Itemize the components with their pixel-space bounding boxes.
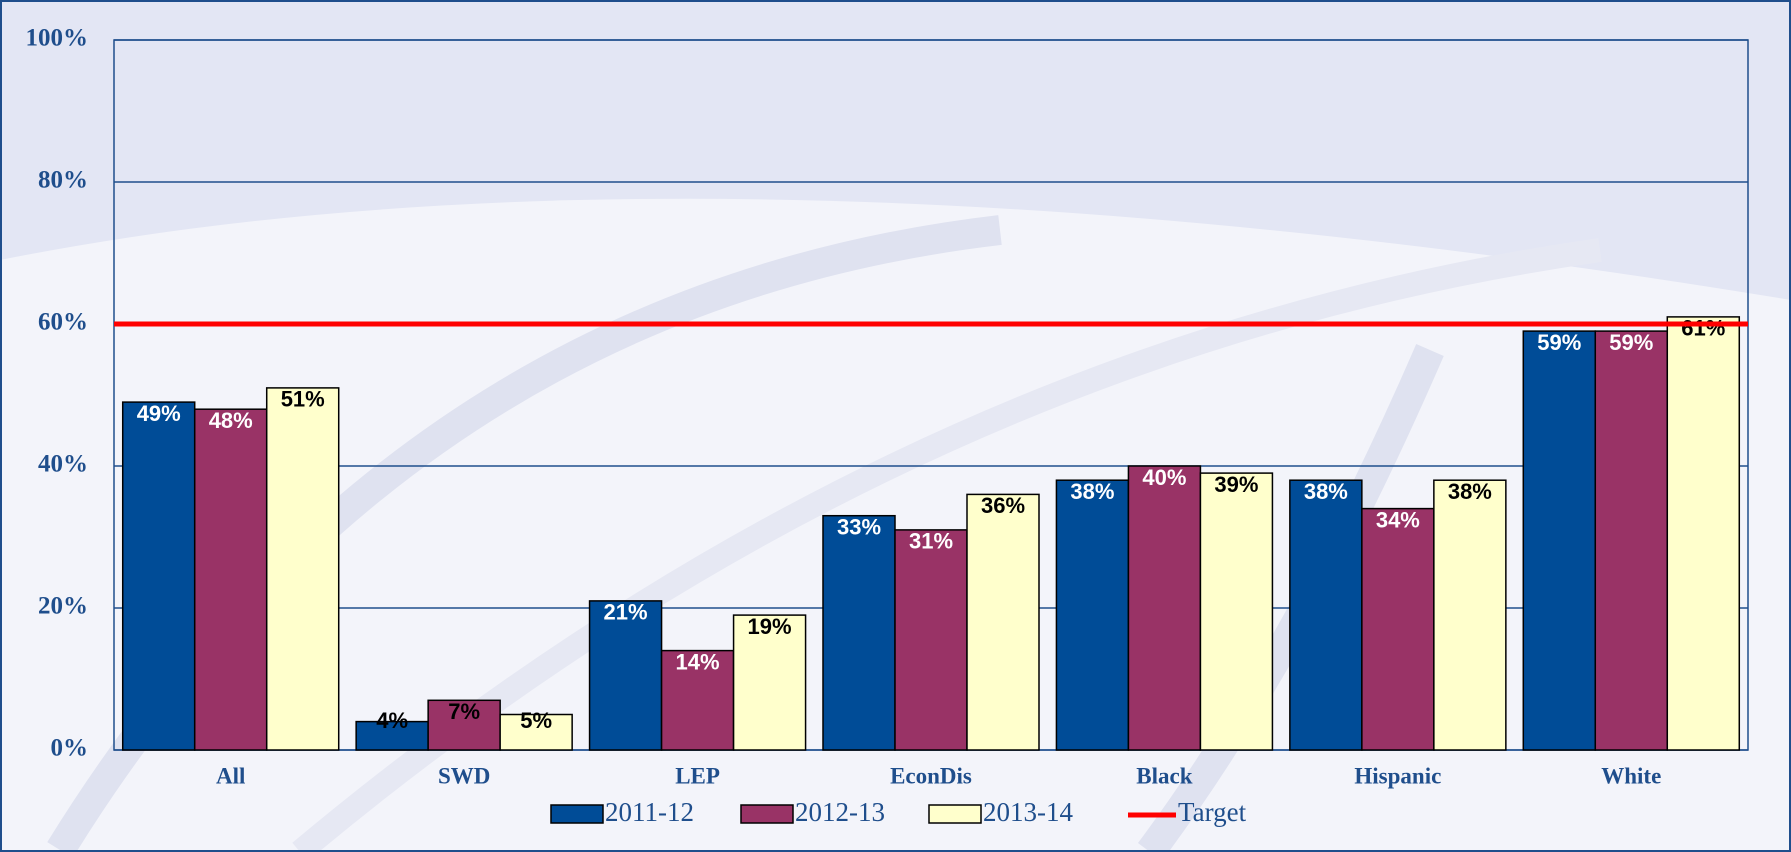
value-label: 4%	[376, 708, 408, 733]
bar	[123, 402, 195, 750]
value-label: 19%	[748, 614, 792, 639]
bar	[1200, 473, 1272, 750]
value-label: 61%	[1681, 316, 1725, 341]
y-tick-label: 0%	[51, 735, 89, 762]
value-label: 38%	[1070, 479, 1114, 504]
value-label: 36%	[981, 493, 1025, 518]
x-tick-label: Hispanic	[1354, 763, 1441, 788]
value-label: 48%	[209, 408, 253, 433]
y-tick-label: 20%	[38, 593, 88, 620]
bar	[1056, 480, 1128, 750]
legend-label: 2011-12	[605, 797, 694, 827]
bar	[1128, 466, 1200, 750]
bar	[1362, 509, 1434, 750]
bar	[1434, 480, 1506, 750]
bar	[967, 494, 1039, 750]
value-label: 33%	[837, 515, 881, 540]
value-label: 59%	[1609, 330, 1653, 355]
y-tick-label: 40%	[38, 451, 88, 478]
value-label: 21%	[604, 600, 648, 625]
value-label: 7%	[448, 699, 480, 724]
bar	[895, 530, 967, 750]
y-tick-label: 60%	[38, 309, 88, 336]
value-label: 38%	[1304, 479, 1348, 504]
value-label: 51%	[281, 387, 325, 412]
x-tick-label: White	[1601, 763, 1661, 788]
x-tick-label: EconDis	[890, 763, 972, 788]
value-label: 14%	[676, 649, 720, 674]
legend-swatch	[741, 805, 793, 823]
bar	[1523, 331, 1595, 750]
x-tick-label: LEP	[675, 763, 720, 788]
bar	[267, 388, 339, 750]
value-label: 5%	[520, 708, 552, 733]
value-label: 40%	[1142, 465, 1186, 490]
bar	[823, 516, 895, 750]
value-label: 34%	[1376, 507, 1420, 532]
bar	[1667, 317, 1739, 750]
value-label: 38%	[1448, 479, 1492, 504]
x-tick-label: SWD	[438, 763, 490, 788]
y-tick-label: 80%	[38, 167, 88, 194]
legend-swatch	[551, 805, 603, 823]
legend-label: Target	[1178, 797, 1247, 827]
legend-label: 2013-14	[983, 797, 1073, 827]
chart: 0% 20% 40% 60% 80% 100% All 49% 48% 51% SWD 4% 7% 5% L…	[0, 0, 1791, 852]
value-label: 31%	[909, 529, 953, 554]
bar	[1290, 480, 1362, 750]
value-label: 59%	[1537, 330, 1581, 355]
bar	[1595, 331, 1667, 750]
value-label: 49%	[137, 401, 181, 426]
bar	[195, 409, 267, 750]
x-tick-label: All	[216, 763, 245, 788]
value-label: 39%	[1214, 472, 1258, 497]
x-tick-label: Black	[1136, 763, 1192, 788]
legend-label: 2012-13	[795, 797, 885, 827]
legend-swatch	[929, 805, 981, 823]
y-tick-label: 100%	[26, 25, 89, 52]
